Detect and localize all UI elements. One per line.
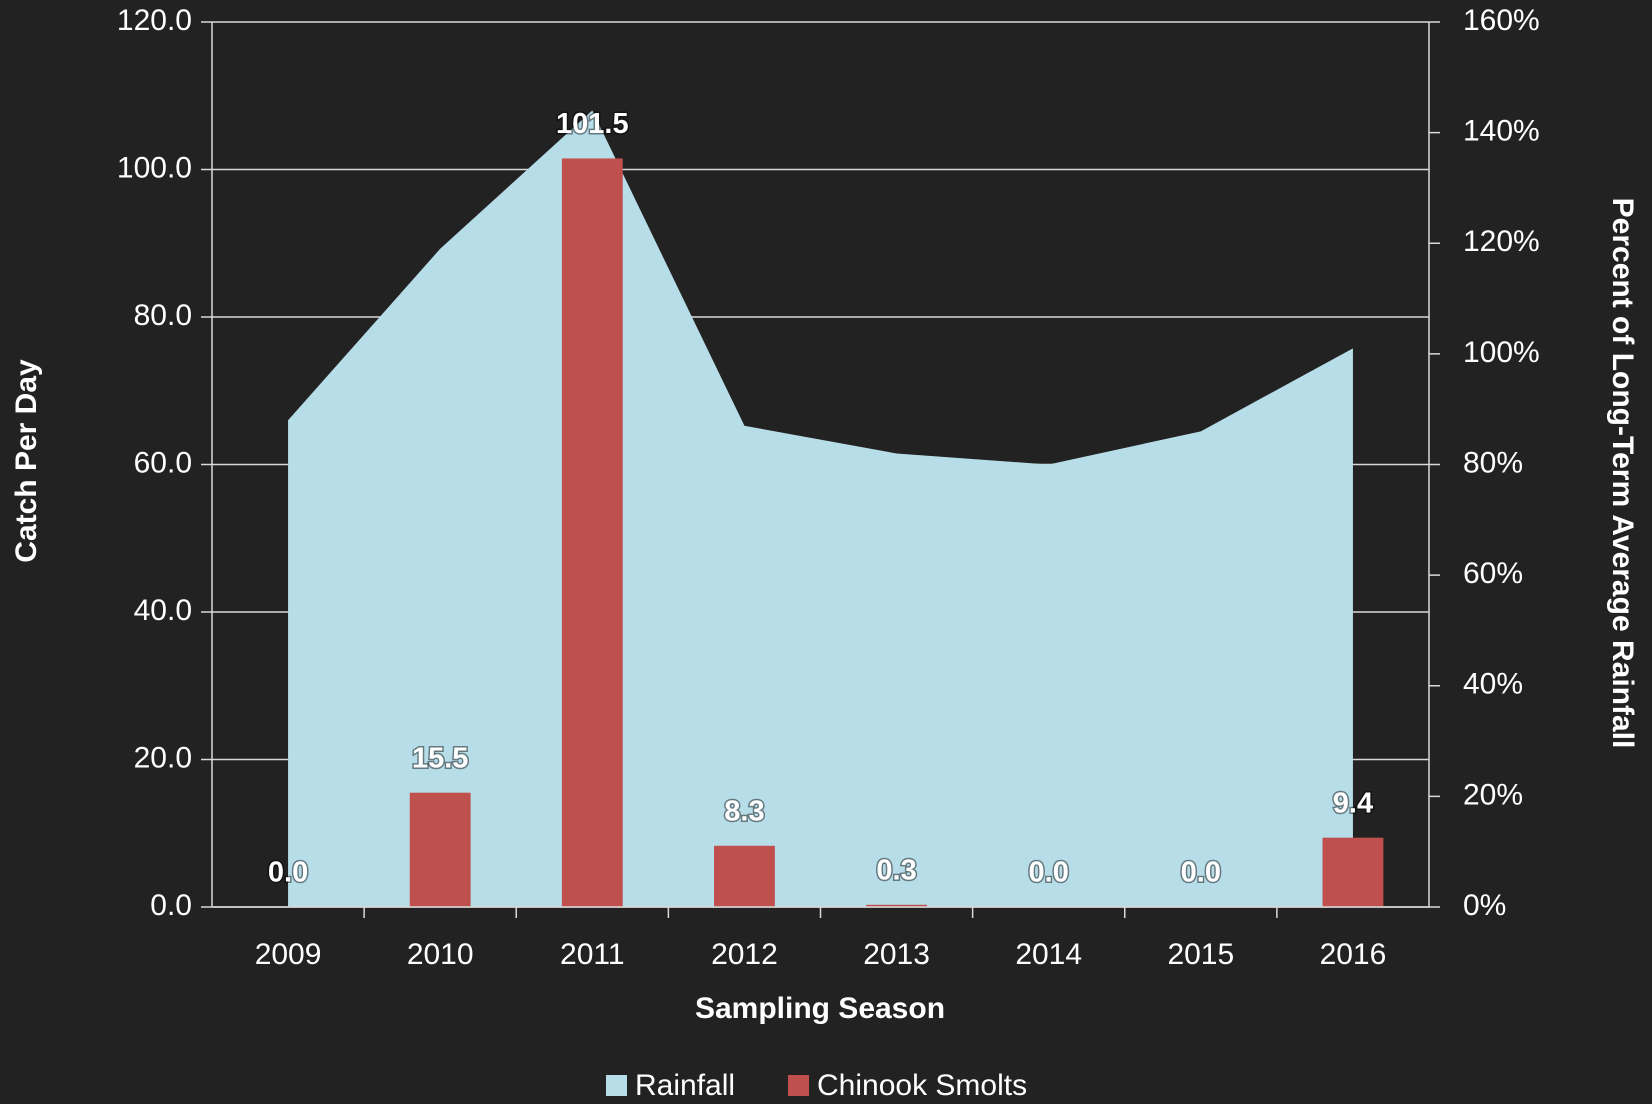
y-axis-title: Catch Per Day: [10, 359, 43, 563]
legend-swatch: [606, 1075, 627, 1096]
y2-tick-label: 60%: [1463, 557, 1523, 590]
bar: [714, 845, 775, 907]
x-axis-title: Sampling Season: [695, 992, 945, 1025]
y-tick-label: 100.0: [117, 151, 192, 184]
x-tick-label: 2013: [863, 938, 930, 971]
area-layer: [288, 110, 1353, 907]
x-tick-label: 2012: [711, 938, 778, 971]
legend-label: Rainfall: [635, 1069, 735, 1102]
y2-tick-label: 100%: [1463, 336, 1540, 369]
legend-swatch: [788, 1075, 809, 1096]
data-label: 8.3: [724, 795, 764, 827]
y2-tick-label: 160%: [1463, 4, 1540, 37]
x-tick-label: 2009: [255, 938, 322, 971]
y2-tick-label: 80%: [1463, 446, 1523, 479]
axes: 0.0 20.0 40.0 60.0 80.0 100.0 120.0 0% 20% 40% 60%…: [117, 4, 1540, 971]
data-label: 101.5: [556, 108, 629, 140]
data-label: 0.3: [876, 854, 916, 886]
y2-tick-label: 140%: [1463, 115, 1540, 148]
y-tick-label: 0.0: [150, 889, 192, 922]
area: [288, 110, 1353, 907]
y-tick-label: 120.0: [117, 4, 192, 37]
x-tick-label: 2014: [1015, 938, 1082, 971]
y2-tick-label: 40%: [1463, 668, 1523, 701]
legend-label: Chinook Smolts: [817, 1069, 1027, 1102]
y2-tick-label: 120%: [1463, 225, 1540, 258]
data-label: 15.5: [412, 742, 468, 774]
y-tick-label: 20.0: [134, 741, 192, 774]
data-label: 0.0: [1029, 857, 1069, 889]
data-label: 0.0: [1181, 857, 1221, 889]
y-tick-label: 60.0: [134, 446, 192, 479]
x-tick-label: 2010: [407, 938, 474, 971]
x-tick-label: 2016: [1320, 938, 1387, 971]
x-tick-label: 2015: [1167, 938, 1234, 971]
legend: Rainfall Chinook Smolts: [606, 1069, 1027, 1102]
x-tick-label: 2011: [560, 938, 625, 971]
y-tick-label: 80.0: [134, 299, 192, 332]
y-tick-label: 40.0: [134, 594, 192, 627]
data-label: 0.0: [268, 857, 308, 889]
bar: [866, 904, 927, 907]
bar: [409, 792, 471, 907]
data-label: 9.4: [1333, 787, 1373, 819]
bar-layer: 0.0 15.5 101.5 8.3 0.3 0.0 0.0 9.4: [266, 107, 1384, 907]
y2-tick-label: 0%: [1463, 889, 1506, 922]
y2-axis-title: Percent of Long-Term Average Rainfall: [1606, 198, 1639, 749]
y2-tick-label: 20%: [1463, 778, 1523, 811]
bar: [561, 158, 623, 907]
bar: [1322, 837, 1384, 907]
